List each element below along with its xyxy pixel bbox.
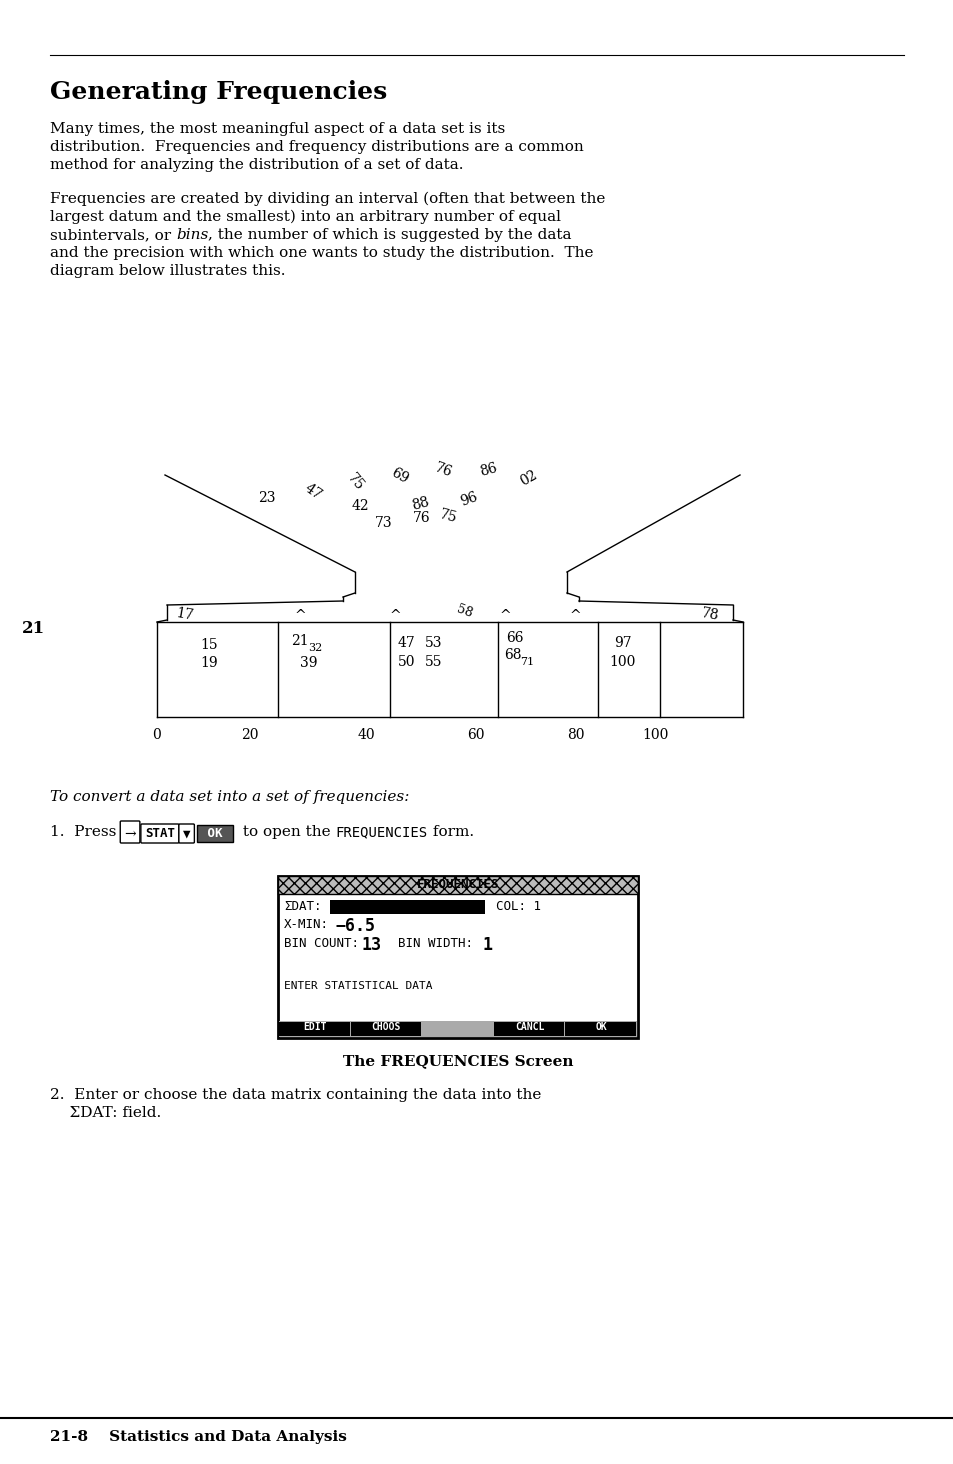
Text: 20: 20 (241, 728, 258, 742)
Text: OK: OK (595, 1022, 606, 1032)
Text: to open the: to open the (238, 826, 335, 839)
Text: 02: 02 (517, 468, 539, 489)
Text: Generating Frequencies: Generating Frequencies (50, 81, 387, 104)
Text: 60: 60 (467, 728, 484, 742)
Text: 0: 0 (152, 728, 161, 742)
FancyBboxPatch shape (120, 821, 140, 843)
Text: 21: 21 (22, 619, 45, 637)
FancyBboxPatch shape (178, 824, 194, 843)
Text: ^: ^ (569, 609, 581, 624)
Text: 76: 76 (433, 461, 454, 480)
Bar (277, 875, 638, 895)
Text: Frequencies are created by dividing an interval (often that between the: Frequencies are created by dividing an i… (50, 192, 605, 206)
Bar (277, 875, 638, 1038)
Text: 58: 58 (455, 603, 474, 621)
Text: 100: 100 (608, 654, 635, 669)
Text: Many times, the most meaningful aspect of a data set is its: Many times, the most meaningful aspect o… (50, 122, 505, 136)
FancyBboxPatch shape (197, 826, 233, 842)
Text: →: → (124, 827, 135, 840)
Text: 42: 42 (352, 499, 369, 512)
Text: 68: 68 (503, 649, 521, 662)
Text: BIN WIDTH:: BIN WIDTH: (382, 937, 473, 950)
Text: form.: form. (428, 826, 474, 839)
Text: EDIT: EDIT (303, 1022, 326, 1032)
Text: FREQUENCIES: FREQUENCIES (416, 877, 498, 890)
Text: 19: 19 (200, 656, 217, 671)
Text: 100: 100 (642, 728, 668, 742)
Text: 13: 13 (361, 935, 381, 955)
Text: CANCL: CANCL (515, 1022, 544, 1032)
Text: ^: ^ (499, 609, 511, 624)
Text: COL: 1: COL: 1 (496, 900, 540, 914)
Text: method for analyzing the distribution of a set of data.: method for analyzing the distribution of… (50, 158, 463, 171)
Text: ▼: ▼ (183, 827, 191, 840)
Text: 71: 71 (519, 657, 534, 668)
Text: diagram below illustrates this.: diagram below illustrates this. (50, 264, 285, 278)
Text: 69: 69 (389, 466, 411, 486)
Text: 32: 32 (308, 643, 322, 653)
Text: ΣDAT:: ΣDAT: (284, 900, 321, 914)
Text: ΣDAT: field.: ΣDAT: field. (50, 1105, 161, 1120)
Text: −6.5: −6.5 (335, 916, 375, 935)
Text: 17: 17 (174, 606, 194, 622)
Text: 78: 78 (700, 606, 719, 622)
Text: 76: 76 (413, 511, 430, 526)
FancyBboxPatch shape (141, 824, 178, 843)
Bar (277, 875, 638, 895)
Bar (494, 1022, 564, 1037)
Text: 23: 23 (257, 490, 275, 505)
Text: distribution.  Frequencies and frequency distributions are a common: distribution. Frequencies and frequency … (50, 141, 583, 154)
Text: 47: 47 (302, 482, 324, 502)
Text: largest datum and the smallest) into an arbitrary number of equal: largest datum and the smallest) into an … (50, 209, 560, 224)
Text: 55: 55 (424, 654, 442, 669)
Bar (278, 1020, 637, 1037)
Text: 1: 1 (482, 935, 493, 955)
Text: 88: 88 (410, 495, 430, 512)
Text: ^: ^ (390, 609, 401, 624)
Text: subintervals, or: subintervals, or (50, 228, 175, 242)
Text: To convert a data set into a set of frequencies:: To convert a data set into a set of freq… (50, 791, 409, 804)
Text: 2.  Enter or choose the data matrix containing the data into the: 2. Enter or choose the data matrix conta… (50, 1088, 540, 1102)
Text: 47: 47 (397, 635, 416, 650)
Text: BIN COUNT:: BIN COUNT: (284, 937, 358, 950)
Bar (565, 1022, 636, 1037)
Text: 50: 50 (397, 654, 416, 669)
Text: ^: ^ (294, 609, 306, 624)
Text: , the number of which is suggested by the data: , the number of which is suggested by th… (208, 228, 571, 242)
Text: 96: 96 (457, 490, 478, 509)
Text: bins: bins (175, 228, 208, 242)
Text: 86: 86 (477, 461, 498, 479)
Bar (278, 1022, 349, 1037)
Text: OK: OK (200, 827, 230, 840)
Text: ENTER STATISTICAL DATA: ENTER STATISTICAL DATA (284, 981, 432, 991)
Text: 97: 97 (614, 635, 631, 650)
Text: 75: 75 (345, 471, 367, 493)
Text: and the precision with which one wants to study the distribution.  The: and the precision with which one wants t… (50, 246, 593, 261)
Text: 39: 39 (299, 656, 317, 671)
Text: 21-8    Statistics and Data Analysis: 21-8 Statistics and Data Analysis (50, 1430, 347, 1444)
Text: 1.  Press: 1. Press (50, 826, 121, 839)
Text: CHOOS: CHOOS (372, 1022, 400, 1032)
Bar (351, 1022, 421, 1037)
Text: 73: 73 (375, 515, 393, 530)
Text: X-MIN:: X-MIN: (284, 918, 329, 931)
Text: STAT: STAT (145, 827, 174, 840)
Text: The FREQUENCIES Screen: The FREQUENCIES Screen (342, 1054, 573, 1069)
Text: 75: 75 (437, 507, 458, 526)
Text: 80: 80 (567, 728, 584, 742)
Text: FREQUENCIES: FREQUENCIES (335, 826, 428, 839)
Bar (330, 900, 484, 914)
Text: 21: 21 (291, 634, 309, 649)
Text: 15: 15 (200, 638, 217, 651)
Text: 40: 40 (356, 728, 375, 742)
Text: 53: 53 (424, 635, 442, 650)
Text: 66: 66 (505, 631, 523, 646)
